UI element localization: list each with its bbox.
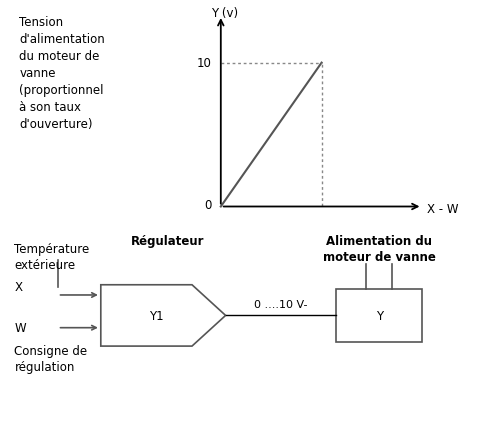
Text: Alimentation du
moteur de vanne: Alimentation du moteur de vanne — [323, 234, 436, 263]
Text: 0: 0 — [204, 198, 211, 211]
Text: W: W — [14, 322, 26, 335]
Text: Y: Y — [376, 309, 383, 322]
Text: X: X — [14, 281, 23, 294]
Bar — [336, 289, 422, 342]
Text: Consigne de
régulation: Consigne de régulation — [14, 344, 87, 373]
Text: Y (v): Y (v) — [211, 7, 239, 20]
Text: Y1: Y1 — [149, 309, 163, 322]
Text: Régulateur: Régulateur — [131, 234, 205, 247]
Text: X - W: X - W — [427, 203, 459, 216]
Text: 10: 10 — [196, 57, 211, 70]
Text: Tension
d'alimentation
du moteur de
vanne
(proportionnel
à son taux
d'ouverture): Tension d'alimentation du moteur de vann… — [19, 16, 105, 131]
Text: Température
extérieure: Température extérieure — [14, 242, 90, 271]
Text: 0 ....10 V-: 0 ....10 V- — [254, 299, 308, 309]
